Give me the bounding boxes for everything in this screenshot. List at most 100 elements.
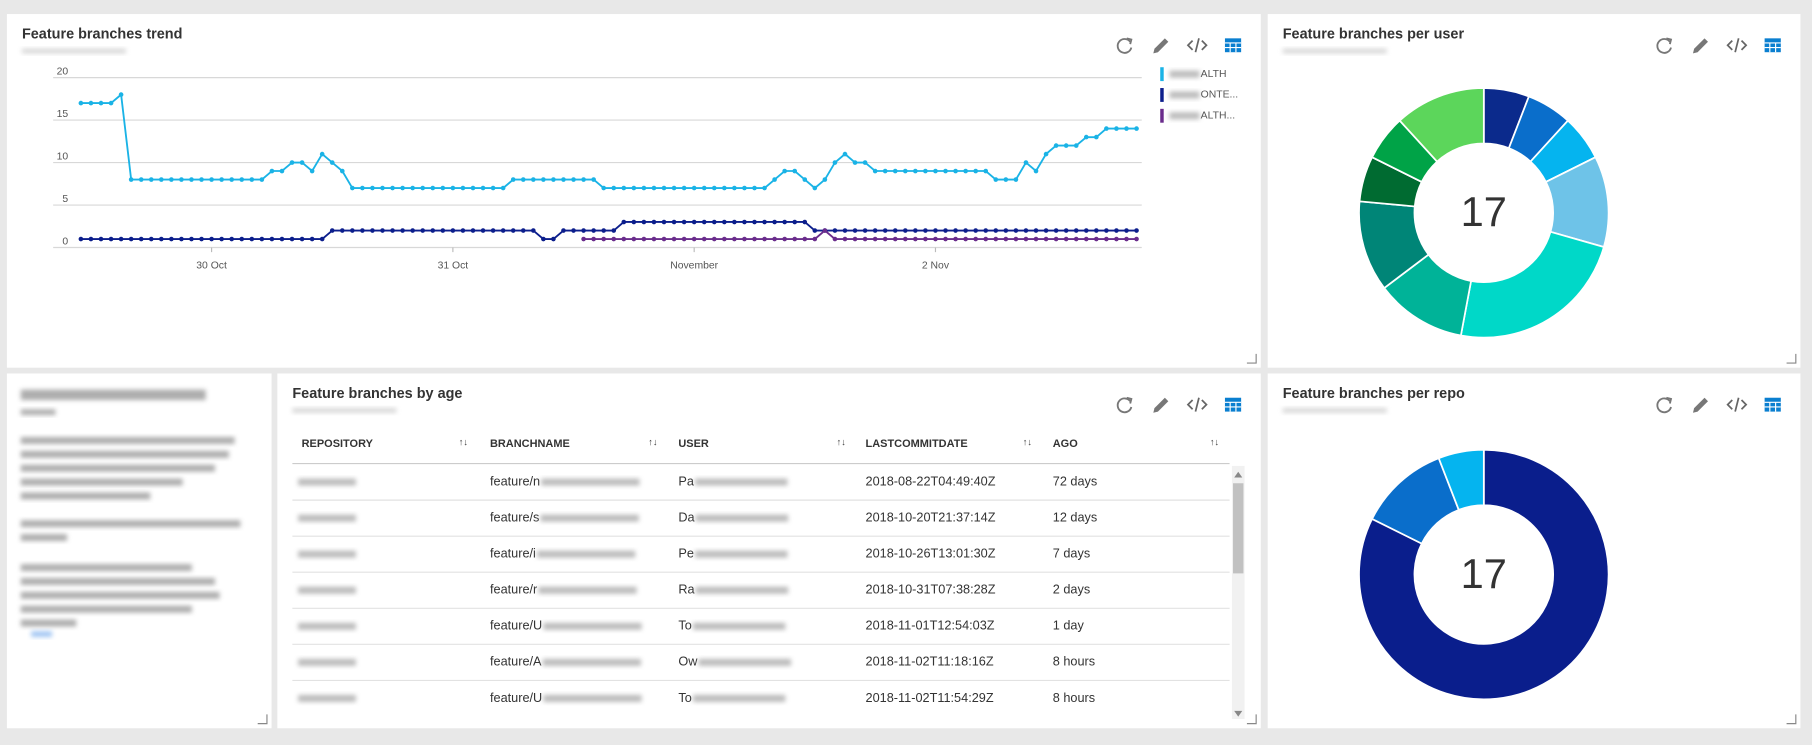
blurred-text [20,619,77,627]
refresh-button[interactable] [1656,37,1673,54]
blurred-text [298,658,356,666]
data-point [641,185,647,191]
data-point [179,177,184,182]
embed-button[interactable] [1726,397,1748,412]
table-cell: feature/A [490,654,542,669]
embed-icon[interactable] [1186,397,1208,412]
data-point [792,236,798,242]
data-point [802,177,808,182]
data-point [88,100,94,106]
refresh-icon[interactable] [1656,38,1672,54]
blurred-text [20,450,229,458]
grid-icon-lines[interactable] [1224,401,1242,412]
refresh-icon[interactable] [1116,397,1133,414]
column-header[interactable]: USER [678,438,709,450]
data-point [591,177,596,182]
data-point [319,151,325,157]
grid-icon-lines[interactable] [1764,42,1781,53]
grid-button[interactable] [1764,397,1781,412]
scroll-down[interactable] [1234,710,1243,717]
table-cell: 2018-11-02T11:54:29Z [866,690,994,705]
refresh-arrow[interactable] [1666,37,1673,45]
data-point [400,228,405,233]
column-header[interactable]: AGO [1053,438,1078,450]
blurred-text [538,586,637,594]
refresh-arrow[interactable] [1126,37,1133,45]
refresh-arrow[interactable] [1126,396,1133,404]
data-point [581,177,586,182]
refresh-button[interactable] [1116,396,1133,414]
data-point [108,236,114,242]
edit-icon[interactable] [1692,397,1708,413]
blurred-text [543,694,642,702]
data-point [269,168,275,174]
panel [6,373,272,729]
resize-handle[interactable] [1786,353,1797,364]
edit-button[interactable] [1692,38,1708,54]
edit-button[interactable] [1153,38,1169,54]
table-cell: 2018-11-01T12:54:03Z [866,618,995,633]
x-tick-label: November [670,261,718,272]
blurred-text [31,631,53,637]
refresh-button[interactable] [1656,396,1673,414]
data-point [611,228,617,233]
embed-button[interactable] [1726,38,1748,53]
embed-icon[interactable] [1726,38,1748,53]
embed-icon[interactable] [1726,397,1748,412]
sort-icon: ↑↓ [1023,437,1032,447]
data-point [651,219,657,225]
scroll-up[interactable] [1234,471,1243,478]
data-point [1013,177,1019,182]
data-point [420,228,426,233]
grid-button[interactable] [1764,38,1781,53]
refresh-arrow[interactable] [1666,396,1673,404]
grid-icon[interactable] [1764,38,1781,53]
data-point [581,236,586,242]
edit-icon[interactable] [1153,397,1169,413]
blurred-text [695,586,789,594]
scrollbar-thumb[interactable] [1233,483,1244,574]
grid-icon[interactable] [1224,397,1242,412]
refresh-icon[interactable] [1116,38,1133,54]
data-point [460,185,466,191]
resize-handle[interactable] [1786,714,1797,725]
blurred-text [21,48,126,54]
table-cell: To [678,690,691,705]
edit-button[interactable] [1153,397,1169,413]
edit-icon[interactable] [1692,38,1708,54]
data-point [842,236,848,242]
column-header[interactable]: LASTCOMMITDATE [866,438,968,450]
data-point [732,236,737,242]
donut-slice [1459,230,1605,339]
refresh-button[interactable] [1116,37,1133,54]
data-point [148,177,154,182]
grid-icon[interactable] [1764,397,1781,412]
data-point [259,177,265,182]
grid-icon-lines[interactable] [1224,42,1242,53]
embed-button[interactable] [1186,397,1208,412]
embed-button[interactable] [1186,38,1208,53]
edit-icon[interactable] [1153,38,1169,54]
grid-icon[interactable] [1224,38,1242,53]
data-point [902,236,908,242]
grid-button[interactable] [1224,397,1242,412]
data-point [430,228,436,233]
grid-button[interactable] [1224,38,1242,53]
resize-handle[interactable] [1246,714,1257,725]
data-point [711,236,717,242]
column-header[interactable]: BRANCHNAME [490,438,570,450]
embed-icon[interactable] [1186,38,1208,53]
data-point [1023,228,1029,233]
column-header[interactable]: REPOSITORY [302,438,374,450]
edit-button[interactable] [1692,397,1708,413]
data-point [541,177,546,182]
legend-swatch [1160,108,1164,123]
resize-handle[interactable] [257,714,268,725]
data-point [1073,228,1079,233]
grid-icon-lines[interactable] [1764,401,1781,412]
x-tick-label: 30 Oct [196,261,227,272]
data-point [460,228,466,233]
refresh-icon[interactable] [1656,397,1672,414]
data-point [470,185,476,191]
resize-handle[interactable] [1246,353,1257,364]
